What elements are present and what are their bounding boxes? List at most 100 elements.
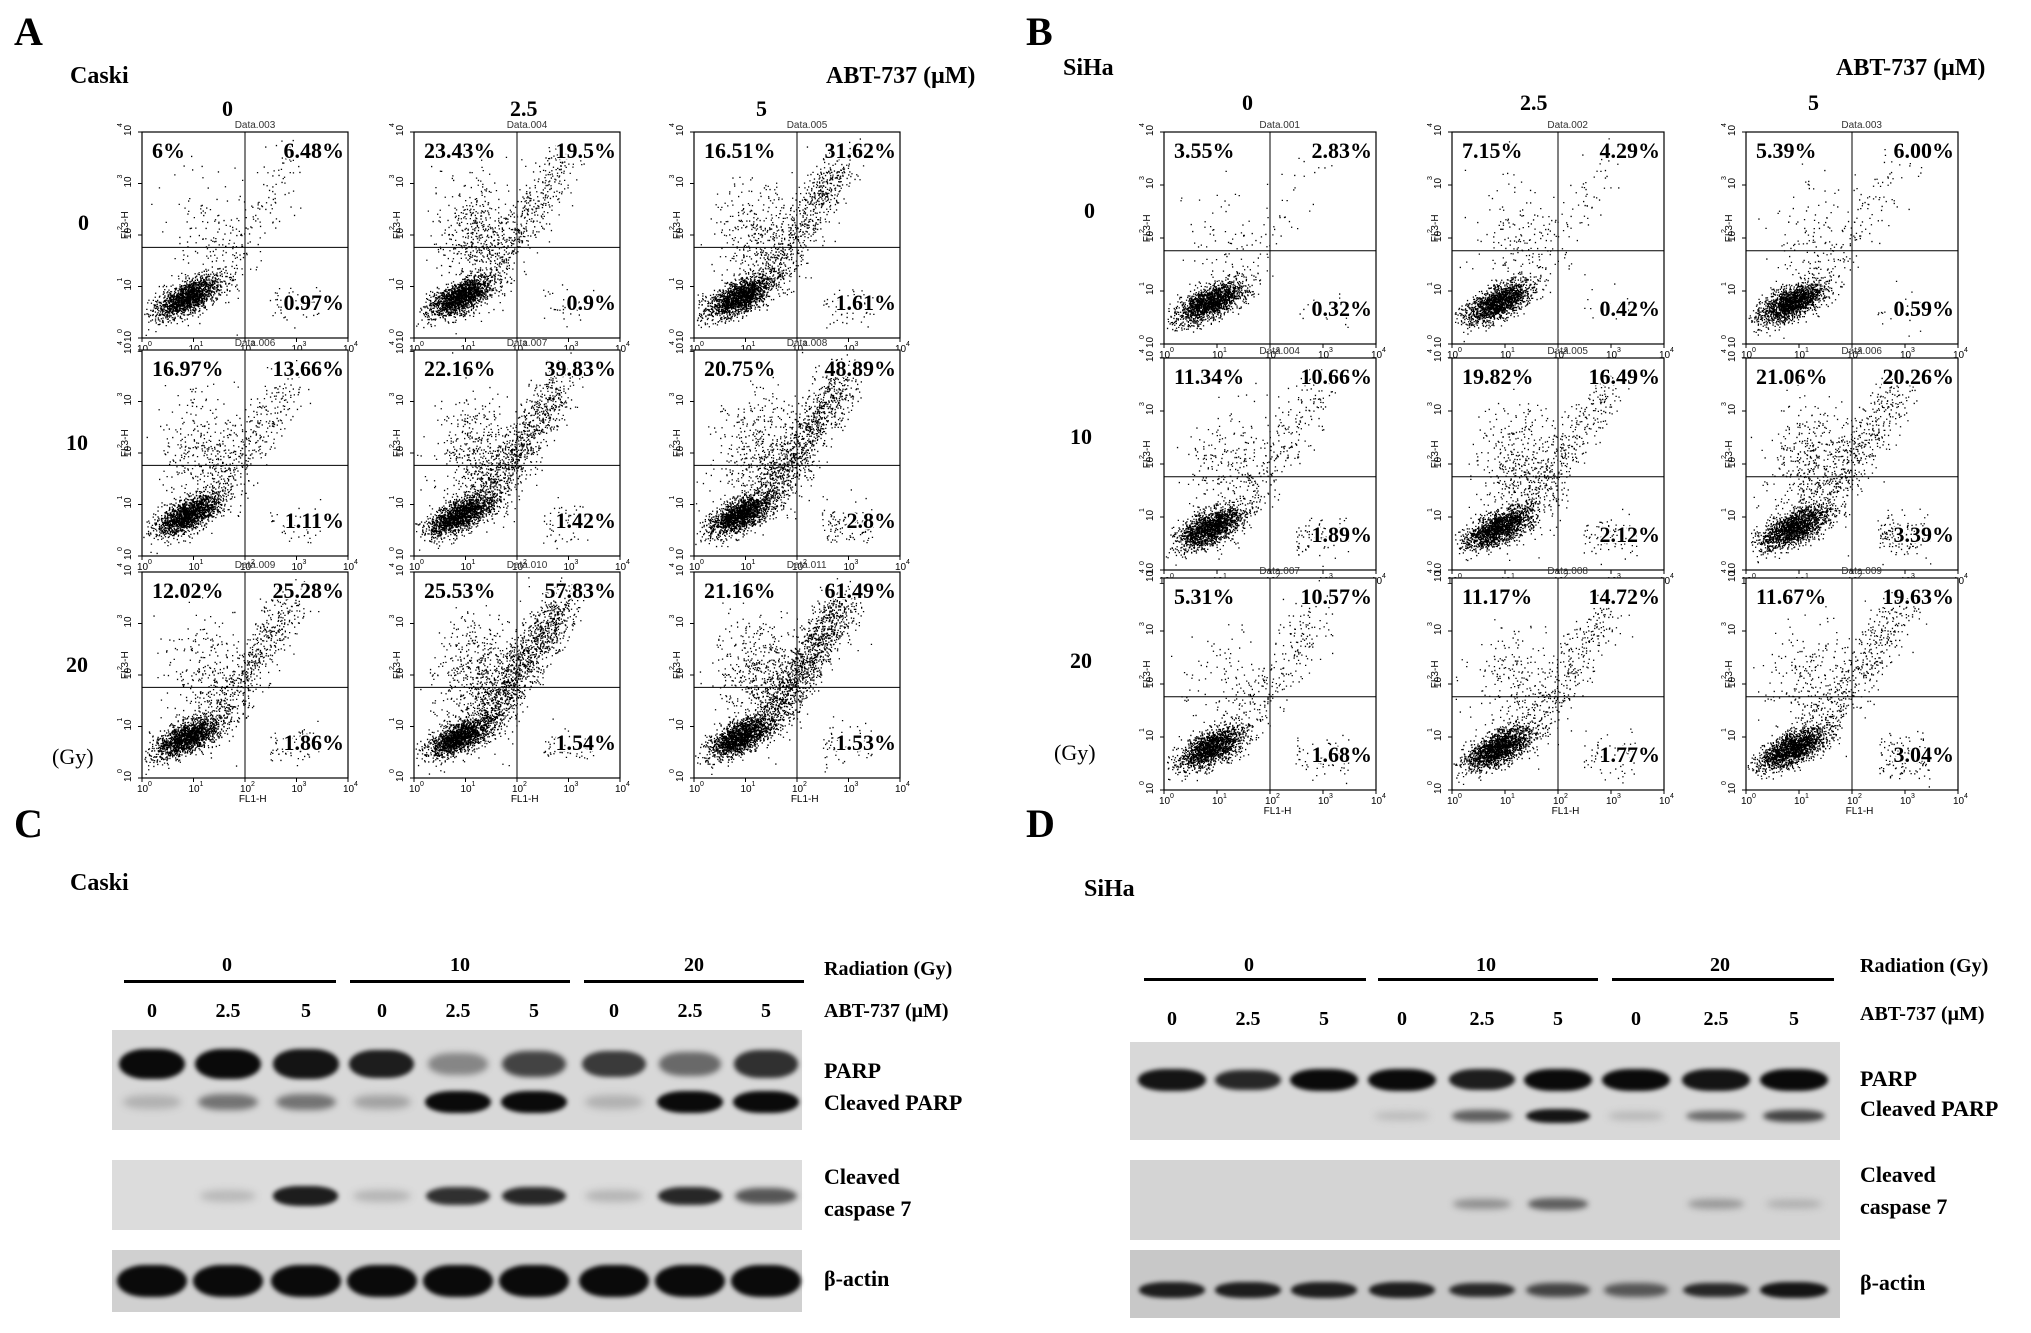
y-tick-label: 10: [123, 445, 134, 457]
y-tick-exp: 0: [1427, 781, 1434, 785]
quadrant-upper-right-value: 4.29%: [1600, 138, 1661, 163]
quadrant-upper-right-value: 48.89%: [825, 356, 897, 381]
y-axis-label: FL3-H: [120, 429, 131, 457]
actin-band: [423, 1265, 493, 1297]
cleaved-caspase7-band: [199, 1190, 257, 1202]
y-tick-label: 10: [1433, 509, 1444, 521]
x-tick-label: 10: [343, 562, 355, 573]
y-tick-exp: 1: [117, 278, 124, 282]
x-tick-exp: 3: [575, 559, 579, 566]
y-tick-label: 10: [395, 667, 406, 679]
x-tick-exp: 4: [626, 341, 630, 348]
y-tick-exp: 4: [1139, 349, 1146, 353]
panel-c-group-line-0: [124, 980, 336, 983]
y-tick-exp: 1: [1427, 508, 1434, 512]
y-tick-label: 10: [1433, 403, 1444, 415]
y-tick-label: 10: [675, 548, 686, 560]
x-tick-exp: 0: [1752, 793, 1756, 800]
x-tick-label: 10: [240, 784, 252, 795]
y-axis-label: FL3-H: [1430, 660, 1441, 688]
parp-band: [428, 1053, 488, 1075]
x-tick-label: 10: [689, 562, 701, 573]
x-tick-label: 10: [1606, 350, 1618, 361]
event-dots: [1750, 373, 1932, 566]
x-tick-label: 10: [615, 562, 627, 573]
y-tick-label: 10: [1433, 336, 1444, 348]
y-tick-exp: 4: [117, 341, 124, 345]
actin-band: [655, 1265, 725, 1297]
y-tick-label: 10: [1727, 729, 1738, 741]
x-tick-exp: 0: [420, 341, 424, 348]
x-tick-exp: 0: [148, 559, 152, 566]
x-tick-exp: 0: [700, 341, 704, 348]
quadrant-upper-left-value: 22.16%: [424, 356, 496, 381]
lane-label: 2.5: [1469, 1008, 1495, 1030]
actin-band: [1682, 1282, 1750, 1298]
panel-d-radiation-group-2: 20: [1710, 954, 1730, 976]
y-tick-label: 10: [123, 279, 134, 291]
x-tick-label: 10: [1606, 796, 1618, 807]
quadrant-lower-right-value: 1.89%: [1312, 522, 1373, 547]
x-tick-exp: 1: [200, 559, 204, 566]
y-tick-label: 10: [1727, 283, 1738, 295]
lane-label: 2.5: [215, 1000, 241, 1022]
panel-c-abt-label: ABT-737 (μM): [824, 1000, 949, 1022]
panel-b-row-0: 0: [1084, 198, 1095, 223]
y-tick-exp: 1: [389, 496, 396, 500]
y-tick-exp: 0: [669, 769, 676, 773]
x-tick-exp: 0: [700, 781, 704, 788]
y-tick-label: 10: [395, 394, 406, 406]
x-tick-label: 10: [1659, 796, 1671, 807]
y-tick-exp: 3: [1427, 402, 1434, 406]
y-tick-exp: 0: [1721, 335, 1728, 339]
y-tick-exp: 2: [1427, 455, 1434, 459]
y-tick-label: 10: [395, 548, 406, 560]
panel-b-drug-label: ABT-737 (μM): [1836, 55, 1986, 81]
dataset-label: Data.007: [507, 338, 548, 349]
cleaved-parp-band: [1608, 1111, 1664, 1121]
x-tick-exp: 4: [1964, 573, 1968, 580]
parp-band: [502, 1051, 566, 1077]
y-axis-label: FL3-H: [1142, 440, 1153, 468]
panel-c-label-actin: β-actin: [824, 1266, 890, 1291]
actin-band: [1525, 1283, 1591, 1297]
panel-a-row-2: 20: [66, 652, 88, 677]
x-tick-label: 10: [512, 784, 524, 795]
actin-band: [271, 1265, 341, 1297]
quadrant-upper-right-value: 6.00%: [1894, 138, 1955, 163]
y-axis-label: FL3-H: [1142, 214, 1153, 242]
y-tick-label: 10: [1145, 350, 1156, 362]
x-tick-label: 10: [1318, 796, 1330, 807]
quadrant-lower-right-value: 3.04%: [1894, 742, 1955, 767]
dataset-label: Data.006: [235, 338, 276, 349]
actin-band: [1290, 1282, 1358, 1298]
y-tick-label: 10: [1145, 509, 1156, 521]
parp-band: [1602, 1069, 1670, 1091]
panel-d-label-cleaved: Cleaved: [1860, 1162, 1936, 1187]
quadrant-upper-right-value: 57.83%: [545, 578, 617, 603]
x-tick-exp: 4: [1670, 573, 1674, 580]
x-tick-exp: 2: [523, 781, 527, 788]
y-tick-exp: 4: [117, 563, 124, 567]
panel-c-label-caspase7: caspase 7: [824, 1196, 912, 1221]
lane-label: 5: [1319, 1008, 1329, 1030]
x-tick-label: 10: [895, 784, 907, 795]
cleaved-parp-band: [501, 1091, 567, 1113]
y-tick-label: 10: [1727, 570, 1738, 582]
y-tick-exp: 4: [1721, 569, 1728, 573]
quadrant-upper-left-value: 21.16%: [704, 578, 776, 603]
event-dots: [1748, 146, 1929, 339]
x-tick-exp: 2: [1276, 573, 1280, 580]
y-tick-label: 10: [1145, 283, 1156, 295]
dataset-label: Data.010: [507, 560, 548, 571]
event-dots: [415, 577, 595, 775]
panel-letter-b: B: [1026, 9, 1053, 54]
y-tick-label: 10: [1145, 562, 1156, 574]
x-axis-label: FL1-H: [239, 794, 267, 805]
quadrant-upper-right-value: 61.49%: [825, 578, 897, 603]
parp-band: [1760, 1069, 1828, 1091]
y-axis-label: FL3-H: [392, 429, 403, 457]
y-tick-exp: 1: [389, 278, 396, 282]
y-tick-exp: 0: [1139, 781, 1146, 785]
